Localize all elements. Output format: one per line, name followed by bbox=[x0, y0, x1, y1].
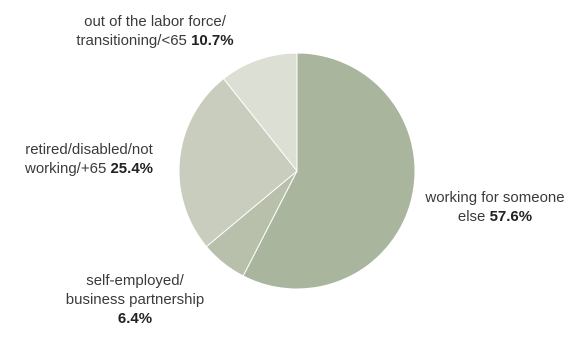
label-self-employed: self-employed/ business partnership 6.4% bbox=[45, 271, 225, 328]
pie-slice-retired-disabled bbox=[178, 77, 298, 248]
label-working-line2: else bbox=[457, 208, 486, 225]
label-out-of-labor-force-line2: transitioning/<65 bbox=[76, 32, 187, 49]
label-retired-line2: working/+65 bbox=[24, 160, 107, 177]
label-retired-line1: retired/disabled/not bbox=[25, 141, 153, 158]
label-self-line1: self-employed/ bbox=[86, 272, 184, 289]
label-working-line1: working for someone bbox=[425, 189, 565, 206]
pie-slice-out-of-labor-force bbox=[222, 52, 298, 173]
label-out-of-labor-force-value: 10.7% bbox=[191, 32, 234, 49]
label-self-line2: business partnership bbox=[65, 291, 205, 308]
pie-slice-working-for-someone-else bbox=[242, 52, 416, 290]
label-retired: retired/disabled/not working/+65 25.4% bbox=[4, 140, 174, 178]
label-working-for-someone-else: working for someone else 57.6% bbox=[410, 188, 580, 226]
label-out-of-labor-force: out of the labor force/ transitioning/<6… bbox=[20, 12, 290, 50]
label-retired-value: 25.4% bbox=[110, 160, 154, 177]
label-self-value: 6.4% bbox=[117, 310, 153, 327]
label-working-value: 57.6% bbox=[489, 208, 533, 225]
label-out-of-labor-force-line1: out of the labor force/ bbox=[84, 13, 226, 30]
